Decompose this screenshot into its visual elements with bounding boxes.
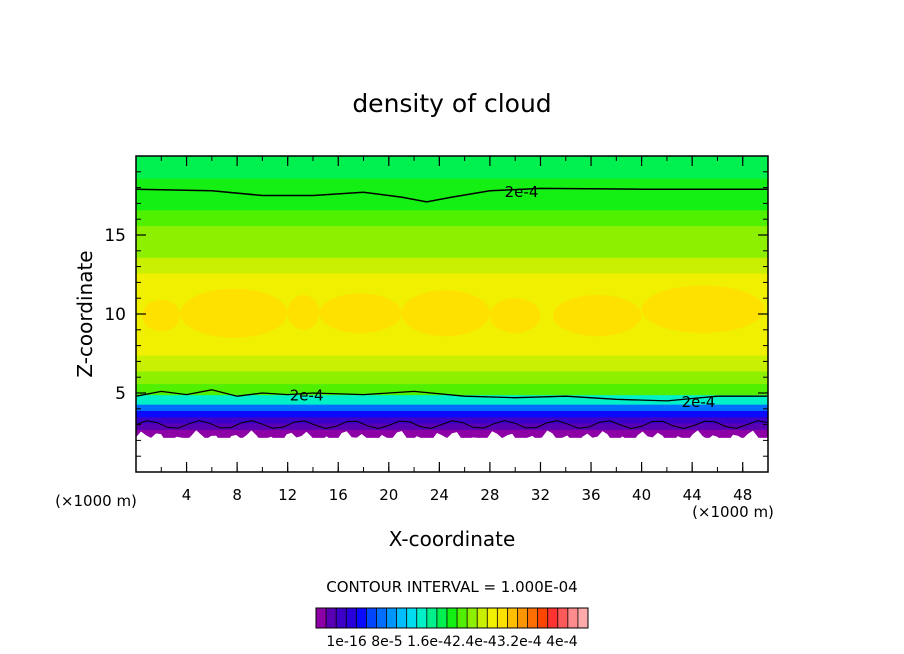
colorbar-swatch [567, 608, 579, 628]
colorbar-swatch [527, 608, 539, 628]
contour-lines: 2e-4 2e-4 2e-4 [136, 183, 768, 430]
colorbar-swatch [517, 608, 528, 628]
density-layer-5 [136, 404, 768, 411]
orange-blob-5 [489, 298, 541, 333]
contour-upper-2e-4 [136, 187, 768, 203]
x-tick-label: 20 [379, 486, 398, 504]
density-layer-8 [136, 370, 768, 385]
x-axis-label: X-coordinate [389, 527, 516, 551]
density-field [136, 156, 768, 472]
colorbar-frame [315, 607, 589, 629]
contour-base [136, 420, 768, 430]
colorbar-swatch [577, 608, 589, 628]
colorbar-swatch [386, 608, 397, 628]
colorbar-swatch [336, 608, 347, 628]
y-tick-label: 15 [104, 226, 126, 246]
colorbar-swatch [547, 608, 559, 628]
x-tick-label: 32 [531, 486, 550, 504]
density-layer-7 [136, 383, 768, 396]
chart-title: density of cloud [352, 89, 551, 118]
x-tick-label: 4 [182, 486, 192, 504]
x-tick-label: 28 [480, 486, 499, 504]
orange-blob-2 [287, 295, 320, 330]
colorbar-swatch [396, 608, 408, 628]
x-tick-label: 8 [232, 486, 242, 504]
orange-blob-3 [319, 293, 402, 333]
density-layer-17 [136, 193, 768, 211]
colorbar-swatch [477, 608, 488, 628]
density-layer-19 [136, 156, 768, 179]
orange-blob-4 [401, 290, 490, 337]
contour-label-2: 2e-4 [682, 393, 716, 411]
x-unit-left: (×1000 m) [55, 492, 137, 510]
x-tick-label: 12 [278, 486, 297, 504]
orange-blob-1 [180, 288, 288, 338]
density-layer-9 [136, 355, 768, 372]
contour-label-0: 2e-4 [505, 183, 539, 201]
density-layer-15 [136, 225, 768, 242]
density-layer-2 [136, 423, 768, 430]
contour-label-1: 2e-4 [290, 387, 324, 405]
contour-lower-2e-4 [136, 389, 768, 402]
colorbar-swatch [326, 608, 337, 628]
x-tick-label: 16 [329, 486, 348, 504]
colorbar-swatch [537, 608, 549, 628]
density-layer-3 [136, 416, 768, 424]
contour-interval-text: CONTOUR INTERVAL = 1.000E-04 [326, 578, 577, 596]
density-layer-10 [136, 337, 768, 356]
colorbar-swatch [366, 608, 377, 628]
colorbar-swatch [436, 608, 448, 628]
colorbar-swatch [446, 608, 458, 628]
orange-blob-0 [142, 299, 181, 332]
density-layer-16 [136, 209, 768, 227]
x-tick-label: 44 [683, 486, 702, 504]
y-tick-label: 5 [115, 384, 126, 404]
density-layer-6 [136, 394, 768, 405]
colorbar-swatch [406, 608, 418, 628]
x-tick-label: 24 [430, 486, 449, 504]
density-layer-13 [136, 257, 768, 274]
x-tick-label: 36 [581, 486, 600, 504]
colorbar-swatch [416, 608, 428, 628]
colorbar-swatch [467, 608, 478, 628]
density-layer-14 [136, 241, 768, 258]
colorbar-labels: 1e-16 8e-5 1.6e-42.4e-43.2e-4 4e-4 [326, 634, 577, 650]
x-axis-ticks: 4 8 12 16 20 24 28 32 36 40 44 48 [135, 156, 769, 504]
y-tick-label: 10 [104, 305, 126, 325]
x-tick-label: 48 [733, 486, 752, 504]
colorbar-swatch [316, 608, 327, 628]
y-axis-ticks: 5 10 15 [104, 155, 768, 473]
density-layer-4 [136, 410, 768, 418]
orange-blob-7 [641, 285, 765, 333]
colorbar-swatch [507, 608, 518, 628]
density-layer-12 [136, 272, 768, 290]
colorbar-swatch [356, 608, 367, 628]
colorbar-swatch [557, 608, 569, 628]
colorbar-swatch [457, 608, 468, 628]
cloud-base-edge [136, 426, 768, 472]
colorbar-swatch [376, 608, 387, 628]
orange-blob-6 [553, 295, 642, 337]
x-unit-right: (×1000 m) [692, 503, 774, 521]
density-layer-18 [136, 178, 768, 195]
colorbar-swatch [497, 608, 508, 628]
colorbar-swatch [346, 608, 357, 628]
colorbar [315, 607, 589, 629]
colorbar-swatch [426, 608, 438, 628]
y-axis-label: Z-coordinate [73, 250, 97, 377]
x-tick-label: 40 [632, 486, 651, 504]
colorbar-swatch [487, 608, 498, 628]
